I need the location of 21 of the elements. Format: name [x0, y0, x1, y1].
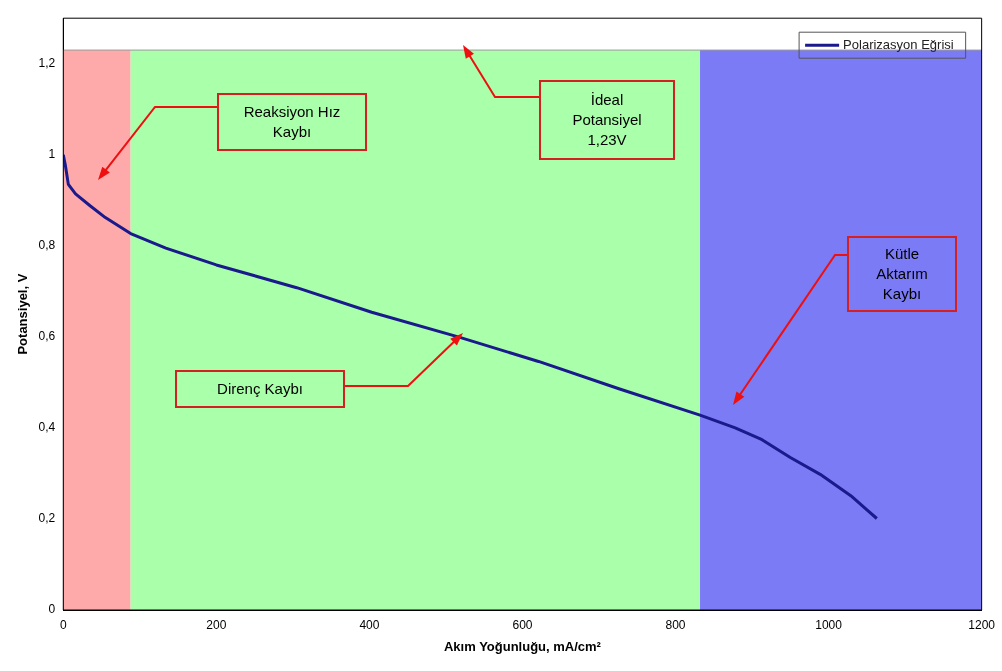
y-tick-label: 0,8 [38, 238, 56, 253]
y-tick-label: 0 [48, 602, 56, 617]
annotation: Direnç Kaybı [216, 379, 304, 399]
x-tick-label: 200 [206, 617, 227, 632]
y-tick-label: 0,6 [38, 329, 56, 344]
x-tick-label: 600 [512, 617, 533, 632]
y-tick-label: 0,2 [38, 511, 56, 526]
x-tick-label: 1000 [815, 617, 843, 632]
x-tick-label: 0 [59, 617, 67, 632]
x-tick-label: 400 [359, 617, 380, 632]
annotation: Kütle Aktarım Kaybı [875, 244, 929, 304]
x-tick-label: 1200 [968, 617, 996, 632]
y-tick-label: 1 [48, 147, 56, 162]
annotation: İdeal Potansiyel 1,23V [571, 90, 643, 150]
y-axis-title: Potansiyel, V [15, 273, 31, 355]
annotation: Reaksiyon Hız Kaybı [242, 102, 342, 142]
legend-label: Polarizasyon Eğrisi [843, 36, 954, 52]
x-tick-label: 800 [665, 617, 686, 632]
y-tick-label: 1,2 [38, 56, 56, 71]
y-tick-label: 0,4 [38, 420, 56, 435]
x-axis-title: Akım Yoğunluğu, mA/cm² [443, 638, 602, 654]
